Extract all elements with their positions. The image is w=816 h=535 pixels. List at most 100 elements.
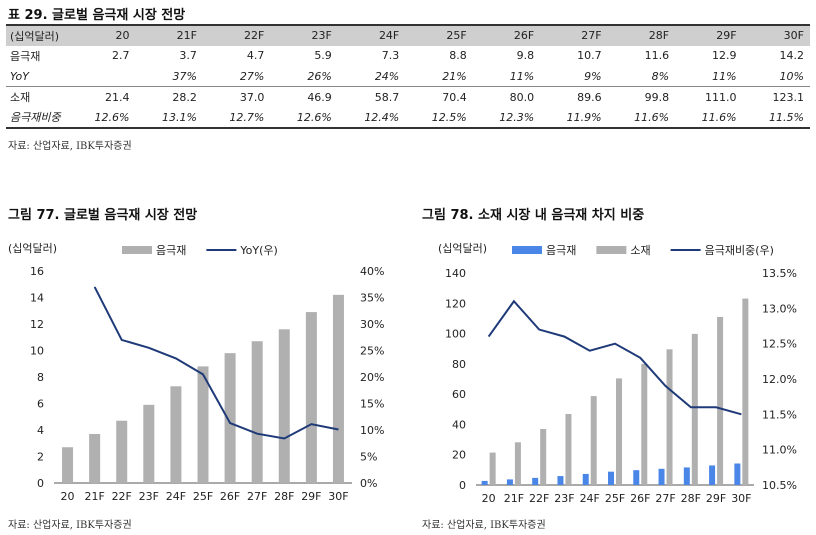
cell: 25F: [405, 24, 473, 46]
cell: 89.6: [540, 86, 608, 108]
y-tick-label: 100: [445, 328, 466, 341]
cell: 9%: [584, 69, 602, 83]
y-tick-label: 40: [452, 418, 466, 431]
bar-음극재: [557, 476, 564, 485]
x-tick-label: 26F: [630, 492, 650, 505]
cell: 70.4: [405, 86, 473, 108]
cell: 10.7: [577, 49, 602, 63]
bar-음극재: [532, 477, 539, 485]
y2-tick-label: 11.0%: [762, 444, 797, 457]
y-tick-label: 8: [37, 371, 44, 384]
bar-음극재: [608, 471, 614, 485]
bar-음극재: [251, 341, 263, 483]
y-tick-label: 16: [30, 265, 44, 278]
row-label: 소재: [6, 86, 68, 108]
bar-음극재: [143, 404, 155, 483]
y2-tick-label: 11.5%: [762, 408, 797, 421]
cell: 80.0: [472, 86, 541, 108]
cell: 29F: [675, 24, 743, 46]
bar-소재: [565, 413, 572, 485]
y-tick-label: 0: [459, 479, 466, 492]
bar-소재: [540, 428, 547, 485]
table-row: 음극재비중 12.6% 13.1% 12.7% 12.6% 12.4% 12.5% 12.3%…: [6, 107, 810, 129]
bar-소재: [641, 363, 648, 485]
cell: 20: [68, 24, 136, 46]
bar-소재: [489, 452, 496, 485]
bar-음극재: [633, 470, 640, 485]
y2-tick-label: 30%: [360, 318, 384, 331]
forecast-table: (십억달러) 20 21F 22F 23F 24F 25F 26F 27F 28F 29F 30F 음극…: [6, 24, 810, 129]
cell: 12.9: [712, 49, 737, 63]
table-header-row: (십억달러) 20 21F 22F 23F 24F 25F 26F 27F 28F 29F 30F: [6, 24, 810, 46]
y-tick-label: 0: [37, 477, 44, 490]
cell: 8%: [651, 69, 670, 83]
cell: 8.8: [449, 49, 467, 63]
table-row: YoY 37% 27% 26% 24% 21% 11% 9% 8% 11% 10%: [6, 66, 810, 87]
cell: 11.5%: [742, 107, 810, 129]
legend-label: 음극재: [546, 244, 576, 257]
x-tick-label: 22F: [112, 490, 132, 503]
y2-tick-label: 13.5%: [762, 267, 797, 280]
bar-음극재: [224, 353, 236, 483]
x-tick-label: 27F: [247, 490, 267, 503]
x-tick-label: 27F: [655, 492, 675, 505]
cell: 23F: [270, 24, 338, 46]
cell: 37%: [172, 69, 197, 83]
bar-음극재: [709, 465, 716, 485]
x-tick-label: 21F: [504, 492, 524, 505]
y-tick-label: 14: [30, 292, 44, 305]
y-tick-label: 20: [452, 449, 466, 462]
y-tick-label: 4: [37, 424, 44, 437]
y2-tick-label: 12.5%: [762, 338, 797, 351]
chart78-anode-share: 0 20 40 60 80 100 120 140 10.5% 11.0% 11.5% 12.0% 12…: [438, 242, 797, 505]
y2-tick-label: 40%: [360, 265, 384, 278]
y-axis-title: (십억달러): [438, 242, 487, 255]
bar-음극재: [734, 463, 741, 485]
cell: 9.8: [516, 49, 535, 63]
legend-label: YoY(우): [239, 244, 277, 257]
cell: 12.5%: [405, 107, 473, 129]
x-tick-label: 21F: [84, 490, 104, 503]
table-row: 음극재 2.7 3.7 4.7 5.9 7.3 8.8 9.8 10.7 11.6 12.9 14.2: [6, 46, 810, 67]
cell: 21.4: [68, 86, 136, 108]
bar-소재: [742, 298, 749, 485]
bar-음극재: [481, 480, 488, 485]
y-tick-label: 120: [445, 297, 466, 310]
y-tick-label: 2: [37, 451, 44, 464]
y2-tick-label: 35%: [360, 292, 384, 305]
bar-음극재: [332, 294, 344, 483]
y-tick-label: 140: [445, 267, 466, 280]
bar-소재: [514, 442, 521, 485]
cell: 11.6%: [675, 107, 743, 129]
cell: 24F: [337, 24, 406, 46]
legend-label: 음극재: [156, 244, 186, 257]
cell: 21F: [135, 24, 203, 46]
cell: 12.6%: [68, 107, 136, 129]
x-tick-label: 30F: [328, 490, 348, 503]
cell: 2.7: [111, 49, 130, 63]
cell: 123.1: [742, 86, 810, 108]
cell: 27%: [239, 69, 265, 83]
bar-음극재: [305, 312, 317, 483]
y-tick-label: 60: [452, 388, 466, 401]
table-title: 표 29. 글로벌 음극재 시장 전망: [8, 8, 186, 23]
x-tick-label: 20: [61, 490, 75, 503]
chart77-anode-market: 0 2 4 6 8 10 12 14 16 0% 5% 10% 15% 20% 25% 30% 35% 40% 20…: [8, 242, 384, 503]
x-tick-label: 25F: [605, 492, 625, 505]
y2-tick-label: 5%: [360, 451, 377, 464]
bar-소재: [717, 316, 724, 485]
cell: 5.9: [314, 49, 332, 63]
cell: 28.2: [135, 86, 203, 108]
x-tick-label: 30F: [731, 492, 751, 505]
row-label: 음극재비중: [6, 107, 68, 129]
bar-음극재: [62, 447, 74, 483]
cell: 11%: [712, 69, 737, 83]
legend-label: 소재: [630, 244, 650, 257]
y-tick-label: 6: [37, 398, 44, 411]
cell: 11.6: [644, 49, 670, 63]
cell: 58.7: [337, 86, 406, 108]
bar-음극재: [506, 479, 513, 485]
bar-소재: [616, 378, 622, 485]
y-tick-label: 80: [452, 358, 466, 371]
cell: 24%: [374, 69, 400, 83]
